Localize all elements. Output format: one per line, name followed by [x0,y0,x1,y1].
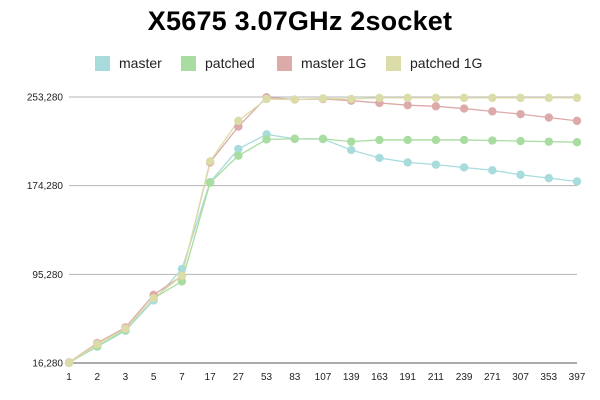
data-point-patched [459,135,469,145]
x-tick-label: 1 [66,372,72,383]
data-point-master [459,163,469,172]
legend-swatch-master-1g [277,55,292,71]
y-tick-label: 16,280 [32,359,63,370]
data-point-patched-1g [290,95,299,104]
data-point-master-1g [459,104,469,113]
data-point-master [488,166,497,175]
data-point-patched-1g [121,324,130,333]
data-point-patched-1g [234,116,243,126]
data-point-master [234,144,243,154]
legend-swatch-master [95,55,110,71]
x-tick-label: 5 [151,372,157,383]
data-point-patched-1g [375,93,384,103]
data-point-patched-1g [403,93,412,103]
data-point-patched [516,136,525,146]
legend-swatch-patched [181,55,196,71]
x-tick-label: 17 [205,372,217,383]
data-point-patched [318,134,328,144]
data-point-patched-1g [572,93,582,103]
legend-label-patched: patched [205,55,255,71]
legend-item-patched: patched [181,52,255,74]
data-point-patched-1g [459,93,469,103]
data-point-patched-1g [177,271,187,280]
y-tick-label: 95,280 [32,270,63,281]
data-point-master [403,158,412,167]
x-tick-label: 83 [289,372,301,383]
x-tick-label: 7 [179,372,185,383]
x-tick-label: 53 [261,372,273,383]
chart-title: X5675 3.07GHz 2socket [147,6,453,36]
y-tick-label: 253,280 [27,93,64,104]
data-point-patched-1g [93,340,102,349]
legend-swatch-patched-1g [386,55,401,71]
data-point-patched-1g [205,157,215,166]
data-point-patched [544,137,553,146]
x-tick-label: 191 [399,372,416,383]
legend-label-master-1g: master 1G [301,55,367,71]
data-point-master [544,173,553,183]
data-point-patched [347,137,356,146]
x-tick-label: 271 [484,372,501,383]
data-point-patched [572,138,582,147]
x-tick-label: 211 [428,372,444,383]
data-point-patched-1g [516,93,525,103]
x-tick-label: 163 [371,372,388,383]
data-point-patched [375,135,384,145]
x-tick-label: 3 [123,372,129,383]
x-tick-label: 139 [343,372,360,383]
data-point-patched [488,136,497,145]
data-point-master [431,160,441,169]
y-tick-label: 174,280 [27,181,64,192]
data-point-patched-1g [318,94,328,103]
data-point-patched [403,135,412,145]
data-point-patched-1g [64,358,74,367]
x-tick-label: 239 [456,372,473,383]
x-tick-label: 307 [512,372,529,383]
data-point-master [572,177,582,186]
data-point-patched-1g [347,94,356,104]
legend-label-master: master [119,55,162,71]
data-point-patched-1g [262,94,271,104]
data-point-patched [290,134,299,144]
data-point-master [177,264,187,274]
data-point-master [516,170,525,179]
data-point-patched-1g [149,294,158,303]
data-point-master-1g [431,102,441,111]
data-point-patched-1g [431,93,441,103]
x-tick-label: 27 [233,372,245,383]
data-point-patched-1g [544,93,553,103]
legend: master patched master 1G patched 1G [0,52,600,76]
x-tick-label: 353 [540,372,557,383]
data-point-master-1g [516,109,525,119]
data-point-master-1g [544,113,553,122]
legend-item-master-1g: master 1G [277,52,366,74]
x-tick-label: 2 [94,372,100,383]
legend-item-master: master [95,52,162,74]
data-point-patched [431,135,441,145]
data-point-master-1g [488,107,497,116]
x-tick-label: 397 [569,372,586,383]
legend-item-patched-1g: patched 1G [386,52,482,74]
data-point-patched [262,135,271,144]
data-point-patched [234,151,243,160]
x-tick-label: 107 [315,372,332,383]
data-point-patched-1g [488,93,497,103]
series-line-patched [68,138,578,364]
data-point-master-1g [572,116,582,126]
data-point-master [347,145,356,155]
data-point-master-1g [403,100,412,110]
data-point-patched [205,178,215,187]
series-line-master [68,133,578,363]
data-point-master [375,153,384,163]
legend-label-patched-1g: patched 1G [410,55,483,71]
